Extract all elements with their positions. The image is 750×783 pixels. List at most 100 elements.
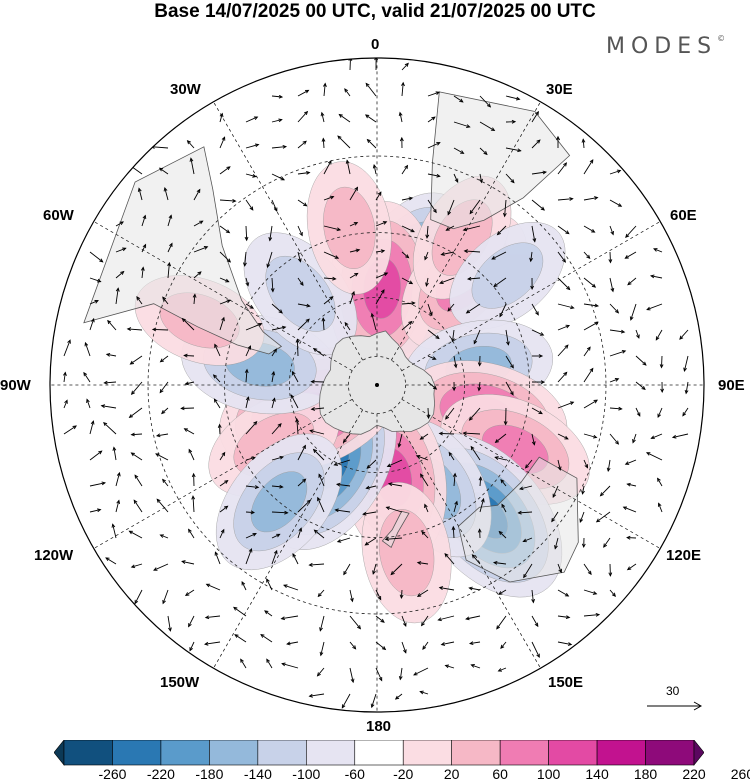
wind-vector-head — [276, 533, 281, 538]
wind-vector-head — [312, 448, 318, 453]
wind-vector-head — [562, 258, 567, 263]
wind-vector-head — [645, 452, 651, 456]
wind-vector — [156, 433, 169, 437]
wind-vector — [290, 394, 299, 409]
wind-vector-head — [626, 482, 631, 487]
wind-vector-head — [567, 642, 573, 646]
wind-vector — [682, 407, 689, 416]
wind-vector — [519, 485, 533, 490]
wind-vector-head — [247, 345, 252, 350]
wind-vector-head — [122, 247, 127, 252]
wind-vector — [609, 433, 619, 445]
wind-vector — [452, 329, 455, 342]
wind-vector — [399, 112, 403, 123]
wind-vector-head — [280, 176, 286, 181]
wind-vector — [375, 221, 387, 227]
wind-vector — [469, 641, 481, 645]
wind-vector-head — [317, 592, 322, 598]
wind-vector — [531, 171, 547, 175]
colorbar-swatch — [160, 740, 210, 766]
colorbar-swatch — [209, 740, 259, 766]
wind-vector — [530, 251, 533, 262]
colorbar-tick-label: 220 — [682, 766, 706, 782]
colorbar-swatch — [596, 740, 646, 766]
wind-vector-head — [338, 113, 343, 118]
wind-vector — [161, 407, 169, 414]
wind-vector-head — [477, 386, 482, 392]
wind-vector-head — [320, 111, 325, 117]
wind-vector-head — [161, 410, 166, 415]
wind-vector-head — [115, 287, 120, 292]
wind-vector — [386, 506, 403, 513]
wind-vector — [115, 500, 120, 513]
wind-vector — [583, 277, 596, 288]
wind-vector — [297, 140, 307, 149]
wind-vector-head — [452, 472, 457, 478]
wind-vector — [271, 423, 282, 435]
wind-vector-head — [282, 144, 288, 149]
wind-vector — [84, 342, 91, 357]
colorbar-tick-label: -140 — [243, 766, 272, 782]
wind-vector — [583, 433, 597, 438]
wind-vector — [557, 589, 569, 597]
wind-vector-head — [421, 530, 426, 536]
wind-vector-head — [538, 410, 543, 415]
wind-vector — [453, 473, 456, 487]
wind-vector-head — [382, 221, 388, 225]
wind-vector — [531, 641, 540, 658]
wind-vector — [504, 199, 507, 217]
wind-vector-head — [127, 163, 133, 168]
wind-vector-head — [463, 249, 468, 254]
wind-vector-head — [531, 441, 536, 446]
wind-vector — [464, 250, 481, 253]
wind-vector — [349, 187, 358, 201]
wind-vector-head — [502, 212, 507, 218]
wind-vector-head — [438, 586, 444, 590]
wind-vector-head — [469, 210, 474, 215]
wind-vector-head — [233, 606, 238, 611]
wind-vector-head — [591, 283, 597, 288]
wind-vector-head — [364, 114, 370, 119]
wind-vector — [309, 430, 325, 435]
wind-vector-head — [569, 197, 574, 201]
modes-logo: MODES© — [606, 34, 725, 59]
wind-vector-head — [67, 339, 71, 344]
wind-vector — [505, 147, 521, 152]
wind-vector-head — [483, 150, 488, 156]
wind-vector — [266, 578, 273, 591]
wind-vector-head — [410, 228, 415, 233]
wind-vector-head — [608, 259, 613, 264]
wind-vector — [469, 587, 481, 591]
wind-vector — [296, 339, 299, 357]
wind-vector-head — [466, 124, 471, 128]
wind-vector — [398, 433, 403, 448]
wind-vector-head — [378, 677, 383, 682]
wind-vector — [557, 641, 572, 646]
wind-vector-head — [497, 668, 503, 672]
wind-vector-head — [518, 486, 524, 491]
wind-vector — [245, 144, 259, 149]
wind-vector-head — [204, 615, 210, 620]
wind-vector-head — [303, 202, 308, 207]
wind-vector — [188, 449, 195, 461]
wind-vector — [427, 355, 436, 360]
colorbar-swatch — [257, 740, 307, 766]
wind-vector — [441, 251, 455, 256]
wind-vector — [427, 116, 436, 123]
wind-vector — [551, 511, 559, 522]
wind-vector-head — [636, 334, 640, 339]
wind-vector-head — [386, 463, 392, 467]
wind-vector — [188, 529, 195, 539]
wind-vector — [349, 222, 358, 227]
wind-vector-head — [494, 456, 499, 460]
wind-vector — [349, 615, 361, 629]
wind-vector — [635, 381, 646, 390]
wind-vector — [448, 452, 455, 461]
wind-vector — [245, 225, 248, 241]
wind-vector — [427, 142, 440, 149]
colorbar-swatch — [499, 740, 549, 766]
wind-vector — [185, 589, 195, 596]
wind-vector-head — [377, 595, 382, 601]
wind-vector — [583, 614, 600, 617]
wind-vector-head — [627, 281, 632, 286]
